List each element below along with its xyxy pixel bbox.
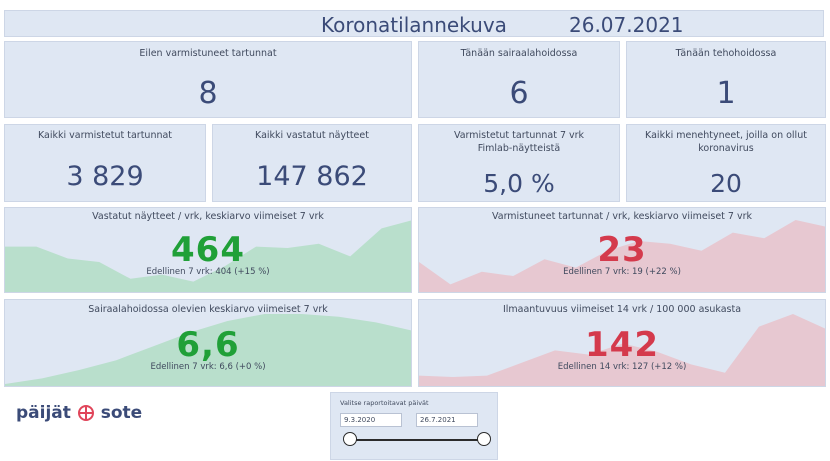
trend-previous: Edellinen 7 vrk: 404 (+15 %) xyxy=(146,267,270,277)
slicer-caption: Valitse raportoitavat päivät xyxy=(340,399,429,407)
logo-text-2: sote xyxy=(100,403,143,423)
tile-value: 3 829 xyxy=(66,161,144,192)
tile-label: Tänään sairaalahoidossa xyxy=(460,48,578,59)
cases-area-chart xyxy=(419,220,825,292)
tile-value: 6 xyxy=(509,76,529,111)
logo-text-1: päijät xyxy=(16,403,71,423)
end-date-input[interactable]: 26.7.2021 xyxy=(416,413,478,427)
tile-label: Eilen varmistuneet tartunnat xyxy=(139,48,277,59)
tile-label: Kaikki menehtyneet, joilla on ollut koro… xyxy=(645,130,807,154)
trend-value: 464 xyxy=(171,230,245,270)
hospital-area xyxy=(5,314,411,386)
cross-icon xyxy=(77,405,94,421)
slider-track[interactable] xyxy=(351,439,485,441)
tile-icu: Tänään tehohoidossa 1 xyxy=(626,41,826,118)
page-title: Koronatilannekuva xyxy=(321,13,507,37)
cases-area xyxy=(419,220,825,292)
tile-label: Kaikki varmistetut tartunnat xyxy=(37,130,173,141)
title-bar: Koronatilannekuva 26.07.2021 xyxy=(4,10,824,37)
trend-label: Varmistuneet tartunnat / vrk, keskiarvo … xyxy=(491,211,752,222)
trend-card-incidence: Ilmaantuvuus viimeiset 14 vrk / 100 000 … xyxy=(418,299,826,387)
trend-card-hospital-avg: Sairaalahoidossa olevien keskiarvo viime… xyxy=(4,299,412,387)
slider-end-handle[interactable] xyxy=(477,432,491,446)
tile-value: 1 xyxy=(716,76,736,111)
report-date: 26.07.2021 xyxy=(569,13,684,37)
tile-value: 20 xyxy=(710,169,742,198)
incidence-area xyxy=(419,314,825,386)
tests-area-chart xyxy=(5,220,411,292)
tile-value: 8 xyxy=(198,76,218,111)
trend-card-tests: Vastatut näytteet / vrk, keskiarvo viime… xyxy=(4,207,412,293)
tile-yesterday-confirmed: Eilen varmistuneet tartunnat 8 xyxy=(4,41,412,118)
tile-value: 5,0 % xyxy=(483,169,555,198)
tile-label: Kaikki vastatut näytteet xyxy=(255,130,369,141)
paijat-sote-logo: päijät sote xyxy=(16,403,142,423)
tile-positivity: Varmistetut tartunnat 7 vrk Fimlab-näytt… xyxy=(418,124,620,202)
hospital-area-chart xyxy=(5,314,411,386)
tile-hospital: Tänään sairaalahoidossa 6 xyxy=(418,41,620,118)
tile-value: 147 862 xyxy=(256,161,368,192)
trend-value: 23 xyxy=(597,230,647,270)
start-date-input[interactable]: 9.3.2020 xyxy=(340,413,402,427)
tile-deaths: Kaikki menehtyneet, joilla on ollut koro… xyxy=(626,124,826,202)
tile-all-confirmed: Kaikki varmistetut tartunnat 3 829 xyxy=(4,124,206,202)
tests-area xyxy=(5,220,411,292)
tile-all-tests: Kaikki vastatut näytteet 147 862 xyxy=(212,124,412,202)
incidence-area-chart xyxy=(419,314,825,386)
trend-label: Vastatut näytteet / vrk, keskiarvo viime… xyxy=(92,211,324,222)
trend-label: Ilmaantuvuus viimeiset 14 vrk / 100 000 … xyxy=(502,304,742,315)
trend-value: 142 xyxy=(585,325,659,365)
trend-previous: Edellinen 7 vrk: 19 (+22 %) xyxy=(563,267,681,277)
tile-label: Varmistetut tartunnat 7 vrk Fimlab-näytt… xyxy=(453,130,585,154)
trend-value: 6,6 xyxy=(176,325,240,365)
trend-previous: Edellinen 7 vrk: 6,6 (+0 %) xyxy=(150,362,266,372)
date-range-slicer: Valitse raportoitavat päivät 9.3.2020 26… xyxy=(330,392,498,460)
trend-label: Sairaalahoidossa olevien keskiarvo viime… xyxy=(88,304,328,315)
trend-previous: Edellinen 14 vrk: 127 (+12 %) xyxy=(557,362,687,372)
tile-label: Tänään tehohoidossa xyxy=(675,48,777,59)
slider-start-handle[interactable] xyxy=(343,432,357,446)
trend-card-cases: Varmistuneet tartunnat / vrk, keskiarvo … xyxy=(418,207,826,293)
